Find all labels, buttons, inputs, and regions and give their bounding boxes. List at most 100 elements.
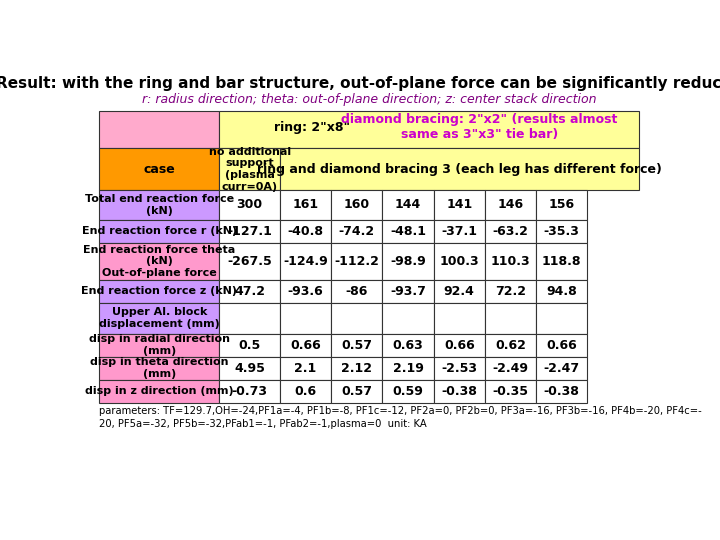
FancyBboxPatch shape [536, 190, 588, 220]
Text: 0.6: 0.6 [294, 385, 317, 398]
FancyBboxPatch shape [536, 380, 588, 403]
Text: -93.7: -93.7 [390, 285, 426, 298]
FancyBboxPatch shape [382, 380, 433, 403]
FancyBboxPatch shape [280, 303, 331, 334]
FancyBboxPatch shape [331, 356, 382, 380]
FancyBboxPatch shape [220, 280, 280, 303]
FancyBboxPatch shape [220, 111, 639, 148]
FancyBboxPatch shape [331, 220, 382, 242]
FancyBboxPatch shape [280, 190, 331, 220]
FancyBboxPatch shape [99, 242, 220, 280]
FancyBboxPatch shape [382, 242, 433, 280]
FancyBboxPatch shape [220, 334, 280, 356]
Text: -267.5: -267.5 [228, 255, 272, 268]
Text: 94.8: 94.8 [546, 285, 577, 298]
Text: ring: 2"x8": ring: 2"x8" [274, 120, 350, 134]
Text: Upper Al. block
displacement (mm): Upper Al. block displacement (mm) [99, 307, 220, 329]
Text: -2.49: -2.49 [492, 362, 528, 375]
Text: -63.2: -63.2 [492, 225, 528, 238]
Text: case: case [143, 163, 175, 176]
Text: -40.8: -40.8 [287, 225, 323, 238]
FancyBboxPatch shape [280, 380, 331, 403]
FancyBboxPatch shape [99, 111, 220, 148]
FancyBboxPatch shape [485, 356, 536, 380]
Text: -2.47: -2.47 [544, 362, 580, 375]
FancyBboxPatch shape [99, 356, 220, 380]
Text: 0.5: 0.5 [238, 339, 261, 352]
FancyBboxPatch shape [99, 190, 220, 220]
FancyBboxPatch shape [382, 190, 433, 220]
FancyBboxPatch shape [280, 280, 331, 303]
Text: -124.9: -124.9 [283, 255, 328, 268]
Text: 0.57: 0.57 [341, 385, 372, 398]
Text: -48.1: -48.1 [390, 225, 426, 238]
Text: disp in theta direction
(mm): disp in theta direction (mm) [90, 357, 229, 379]
FancyBboxPatch shape [485, 280, 536, 303]
Text: -0.38: -0.38 [441, 385, 477, 398]
FancyBboxPatch shape [331, 303, 382, 334]
FancyBboxPatch shape [433, 190, 485, 220]
FancyBboxPatch shape [331, 190, 382, 220]
FancyBboxPatch shape [220, 242, 280, 280]
FancyBboxPatch shape [382, 220, 433, 242]
FancyBboxPatch shape [485, 220, 536, 242]
Text: disp in z direction (mm): disp in z direction (mm) [85, 386, 234, 396]
FancyBboxPatch shape [331, 334, 382, 356]
Text: 2.19: 2.19 [392, 362, 423, 375]
FancyBboxPatch shape [433, 334, 485, 356]
Text: End reaction force r (kN): End reaction force r (kN) [82, 226, 237, 236]
Text: 0.66: 0.66 [290, 339, 321, 352]
FancyBboxPatch shape [433, 303, 485, 334]
Text: End reaction force z (kN): End reaction force z (kN) [81, 286, 238, 296]
Text: -37.1: -37.1 [441, 225, 477, 238]
Text: parameters: TF=129.7,OH=-24,PF1a=-4, PF1b=-8, PF1c=-12, PF2a=0, PF2b=0, PF3a=-16: parameters: TF=129.7,OH=-24,PF1a=-4, PF1… [99, 406, 702, 429]
FancyBboxPatch shape [485, 303, 536, 334]
FancyBboxPatch shape [99, 280, 220, 303]
Text: -35.3: -35.3 [544, 225, 580, 238]
Text: -112.2: -112.2 [334, 255, 379, 268]
Text: -93.6: -93.6 [287, 285, 323, 298]
Text: 156: 156 [549, 198, 575, 212]
Text: 2.1: 2.1 [294, 362, 317, 375]
Text: -2.53: -2.53 [441, 362, 477, 375]
Text: -0.73: -0.73 [232, 385, 268, 398]
Text: 118.8: 118.8 [542, 255, 582, 268]
Text: ring and diamond bracing 3 (each leg has different force): ring and diamond bracing 3 (each leg has… [257, 163, 662, 176]
Text: 146: 146 [498, 198, 523, 212]
Text: disp in radial direction
(mm): disp in radial direction (mm) [89, 334, 230, 356]
FancyBboxPatch shape [280, 334, 331, 356]
FancyBboxPatch shape [99, 334, 220, 356]
Text: r: radius direction; theta: out-of-plane direction; z: center stack direction: r: radius direction; theta: out-of-plane… [142, 92, 596, 105]
Text: 110.3: 110.3 [491, 255, 531, 268]
FancyBboxPatch shape [485, 380, 536, 403]
FancyBboxPatch shape [280, 148, 639, 190]
Text: End reaction force theta
(kN)
Out-of-plane force: End reaction force theta (kN) Out-of-pla… [84, 245, 235, 278]
FancyBboxPatch shape [433, 356, 485, 380]
Text: Total end reaction force
(kN): Total end reaction force (kN) [85, 194, 234, 216]
FancyBboxPatch shape [536, 303, 588, 334]
Text: 0.62: 0.62 [495, 339, 526, 352]
FancyBboxPatch shape [220, 220, 280, 242]
FancyBboxPatch shape [485, 242, 536, 280]
FancyBboxPatch shape [382, 303, 433, 334]
Text: 100.3: 100.3 [439, 255, 479, 268]
FancyBboxPatch shape [536, 356, 588, 380]
FancyBboxPatch shape [220, 148, 280, 190]
Text: -0.38: -0.38 [544, 385, 580, 398]
Text: diamond bracing: 2"x2" (results almost
same as 3"x3" tie bar): diamond bracing: 2"x2" (results almost s… [341, 113, 618, 141]
Text: -86: -86 [346, 285, 368, 298]
FancyBboxPatch shape [382, 334, 433, 356]
FancyBboxPatch shape [280, 220, 331, 242]
FancyBboxPatch shape [280, 242, 331, 280]
FancyBboxPatch shape [99, 220, 220, 242]
Text: 0.63: 0.63 [392, 339, 423, 352]
Text: 92.4: 92.4 [444, 285, 474, 298]
FancyBboxPatch shape [220, 190, 280, 220]
FancyBboxPatch shape [331, 280, 382, 303]
Text: 0.66: 0.66 [444, 339, 474, 352]
Text: no additional
support
(plasma
curr=0A): no additional support (plasma curr=0A) [209, 147, 291, 192]
Text: 72.2: 72.2 [495, 285, 526, 298]
Text: -74.2: -74.2 [338, 225, 375, 238]
FancyBboxPatch shape [220, 380, 280, 403]
FancyBboxPatch shape [536, 220, 588, 242]
